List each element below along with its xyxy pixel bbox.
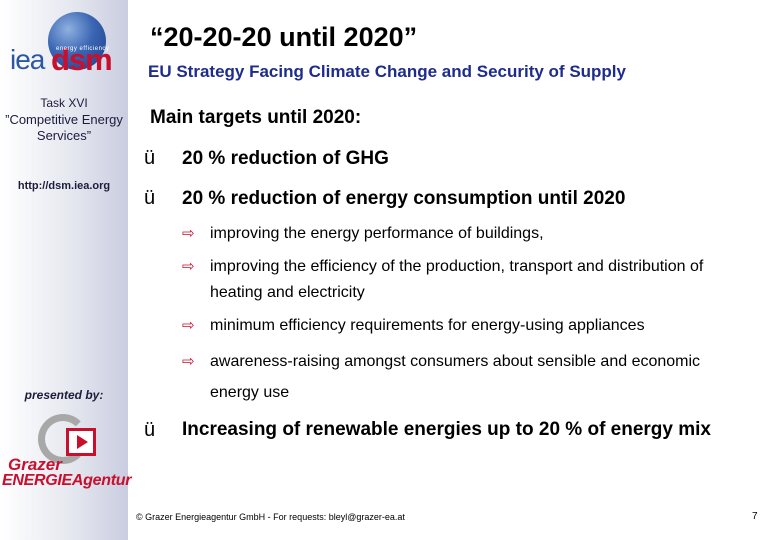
measure-item: ⇨ improving the efficiency of the produc…	[182, 254, 772, 306]
target-text: Increasing of renewable energies up to 2…	[182, 419, 711, 440]
measure-text: minimum efficiency requirements for ener…	[210, 317, 645, 334]
logo-dsm-text: dsm	[51, 42, 113, 77]
measure-text: improving the energy performance of buil…	[210, 225, 544, 242]
arrow-right-icon: ⇨	[182, 353, 195, 370]
slide-subtitle: EU Strategy Facing Climate Change and Se…	[148, 62, 626, 81]
checkmark-icon: ü	[144, 187, 156, 209]
checkmark-icon: ü	[144, 419, 156, 441]
presented-by-label: presented by:	[24, 388, 104, 402]
logo-tagline: energy efficiency	[56, 46, 110, 52]
target-text: 20 % reduction of energy consumption unt…	[182, 188, 626, 209]
measure-item: ⇨ awareness-raising amongst consumers ab…	[182, 346, 772, 408]
task-name: ”Competitive Energy Services”	[5, 112, 123, 143]
arrow-right-icon: ⇨	[182, 258, 195, 275]
targets-heading: Main targets until 2020:	[150, 107, 362, 128]
slide-title: “20-20-20 until 2020”	[150, 22, 418, 52]
website-link[interactable]: http://dsm.iea.org	[17, 180, 111, 192]
sidebar: iea dsm energy efficiency Task XVI ”Comp…	[0, 0, 132, 540]
iea-dsm-logo: iea dsm energy efficiency	[6, 6, 124, 86]
measure-text: improving the efficiency of the producti…	[210, 258, 704, 301]
logo-org-line1: Grazer	[8, 455, 62, 474]
footer-copyright: © Grazer Energieagentur GmbH - For reque…	[136, 512, 405, 522]
measure-text: awareness-raising amongst consumers abou…	[210, 353, 701, 401]
logo-iea-text: iea	[10, 44, 45, 75]
task-label: Task XVI	[40, 96, 88, 110]
arrow-right-icon: ⇨	[182, 225, 195, 242]
page-number: 7	[752, 511, 758, 522]
measure-item: ⇨ minimum efficiency requirements for en…	[182, 313, 772, 339]
target-text: 20 % reduction of GHG	[182, 148, 389, 169]
arrow-right-icon: ⇨	[182, 317, 195, 334]
measure-item: ⇨ improving the energy performance of bu…	[182, 221, 772, 247]
target-item: ü 20 % reduction of GHG	[144, 142, 389, 175]
grazer-energieagentur-logo: Grazer ENERGIEAgentur	[0, 408, 132, 498]
target-item: ü Increasing of renewable energies up to …	[144, 414, 742, 446]
globe-icon	[48, 12, 106, 70]
checkmark-icon: ü	[144, 147, 156, 169]
target-item: ü 20 % reduction of energy consumption un…	[144, 182, 625, 215]
play-arrow-icon	[66, 428, 96, 456]
logo-org-line2: ENERGIEAgentur	[2, 472, 132, 489]
g-letter-icon	[38, 414, 88, 464]
